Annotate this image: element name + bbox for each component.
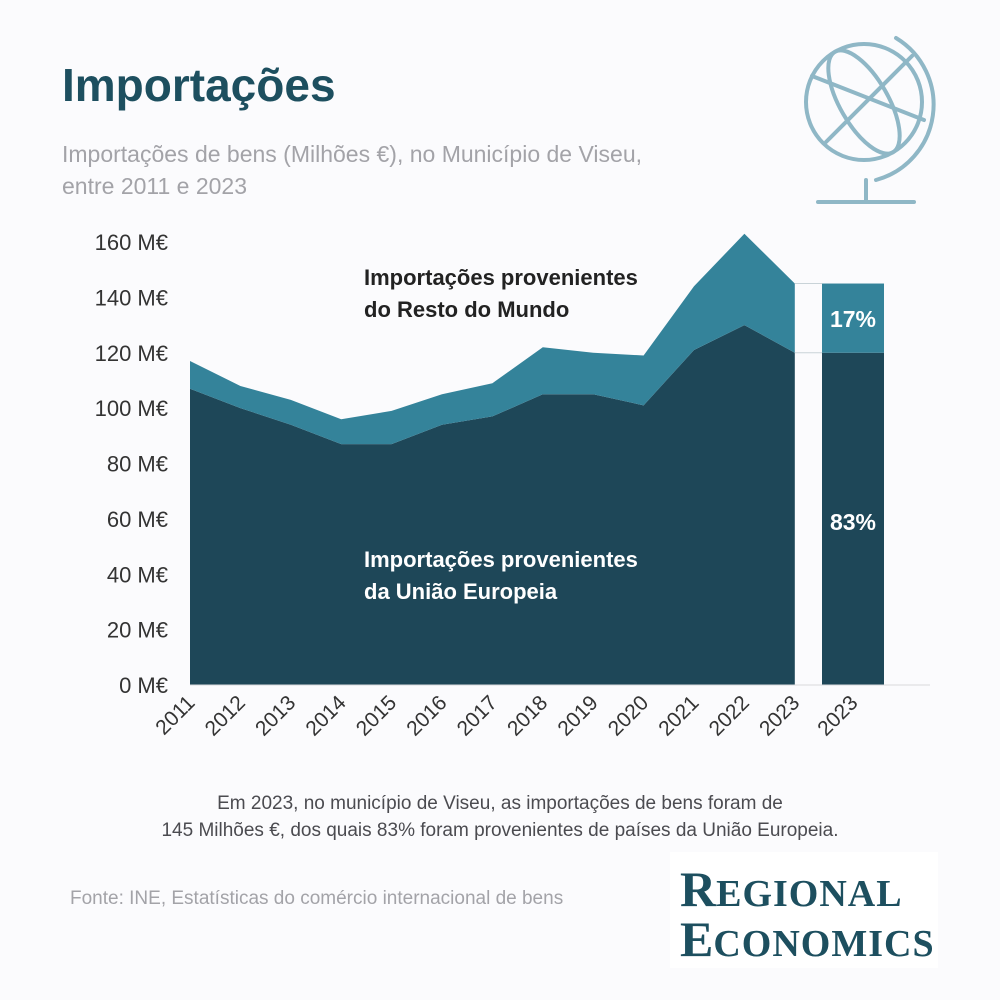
- series-labels: Importações provenientes do Resto do Mun…: [364, 265, 638, 604]
- rest-series-label-line-1: Importações provenientes: [364, 265, 638, 290]
- x-tick-label: 2021: [654, 691, 703, 740]
- x-tick-label: 2022: [705, 691, 754, 740]
- summary-bar-2023: 17% 83%: [794, 283, 884, 685]
- x-tick-label: 2013: [251, 691, 300, 740]
- x-tick-label: 2023: [813, 691, 862, 740]
- y-tick-label: 0 M€: [119, 673, 168, 698]
- rest-of-world-area: [190, 233, 795, 445]
- caption-line-2: 145 Milhões €, dos quais 83% foram prove…: [161, 820, 839, 841]
- x-tick-label: 2020: [604, 691, 653, 740]
- y-tick-label: 80 M€: [107, 452, 168, 477]
- area-chart: 0 M€ 20 M€ 40 M€ 60 M€ 80 M€ 100 M€ 120 M€ 140 …: [95, 230, 930, 741]
- caption: Em 2023, no município de Viseu, as impor…: [0, 790, 1000, 844]
- y-tick-label: 140 M€: [95, 285, 168, 310]
- globe-icon: [804, 36, 936, 204]
- subtitle-line-1: Importações de bens (Milhões €), no Muni…: [62, 141, 642, 167]
- y-tick-label: 100 M€: [95, 396, 168, 421]
- logo-line-2: ECONOMICS: [680, 911, 935, 967]
- x-axis: 2011 2012 2013 2014 2015 2016 2017 2018 2019 2020…: [151, 691, 862, 741]
- x-tick-label: 2015: [352, 691, 401, 740]
- source-note: Fonte: INE, Estatísticas do comércio int…: [70, 888, 564, 909]
- x-tick-label: 2018: [503, 691, 552, 740]
- regional-economics-logo: REGIONAL ECONOMICS: [670, 852, 938, 968]
- x-tick-label: 2019: [553, 691, 602, 740]
- y-tick-label: 60 M€: [107, 507, 168, 532]
- page-title: Importações: [62, 59, 336, 111]
- x-tick-label: 2012: [201, 691, 250, 740]
- x-tick-label: 2014: [301, 691, 351, 741]
- subtitle-line-2: entre 2011 e 2023: [62, 173, 248, 199]
- rest-share-label: 17%: [830, 306, 876, 332]
- x-tick-label: 2017: [453, 691, 502, 740]
- eu-series-label-line-1: Importações provenientes: [364, 547, 638, 572]
- subtitle: Importações de bens (Milhões €), no Muni…: [62, 138, 762, 202]
- x-tick-label: 2011: [151, 691, 199, 739]
- x-tick-label: 2016: [402, 691, 451, 740]
- rest-series-label-line-2: do Resto do Mundo: [364, 297, 569, 322]
- logo-line-1: REGIONAL: [680, 861, 903, 917]
- x-tick-label: 2023: [755, 691, 804, 740]
- y-axis: 0 M€ 20 M€ 40 M€ 60 M€ 80 M€ 100 M€ 120 M€ 140 …: [95, 230, 168, 698]
- caption-line-1: Em 2023, no município de Viseu, as impor…: [217, 793, 783, 814]
- y-tick-label: 160 M€: [95, 230, 168, 255]
- summary-bar-rest: [822, 283, 884, 353]
- eu-area: [190, 325, 795, 685]
- y-tick-label: 120 M€: [95, 341, 168, 366]
- eu-series-label-line-2: da União Europeia: [364, 579, 558, 604]
- y-tick-label: 40 M€: [107, 562, 168, 587]
- eu-share-label: 83%: [830, 509, 876, 535]
- chart-areas: [190, 233, 795, 685]
- summary-bar-eu: [822, 352, 884, 685]
- y-tick-label: 20 M€: [107, 618, 168, 643]
